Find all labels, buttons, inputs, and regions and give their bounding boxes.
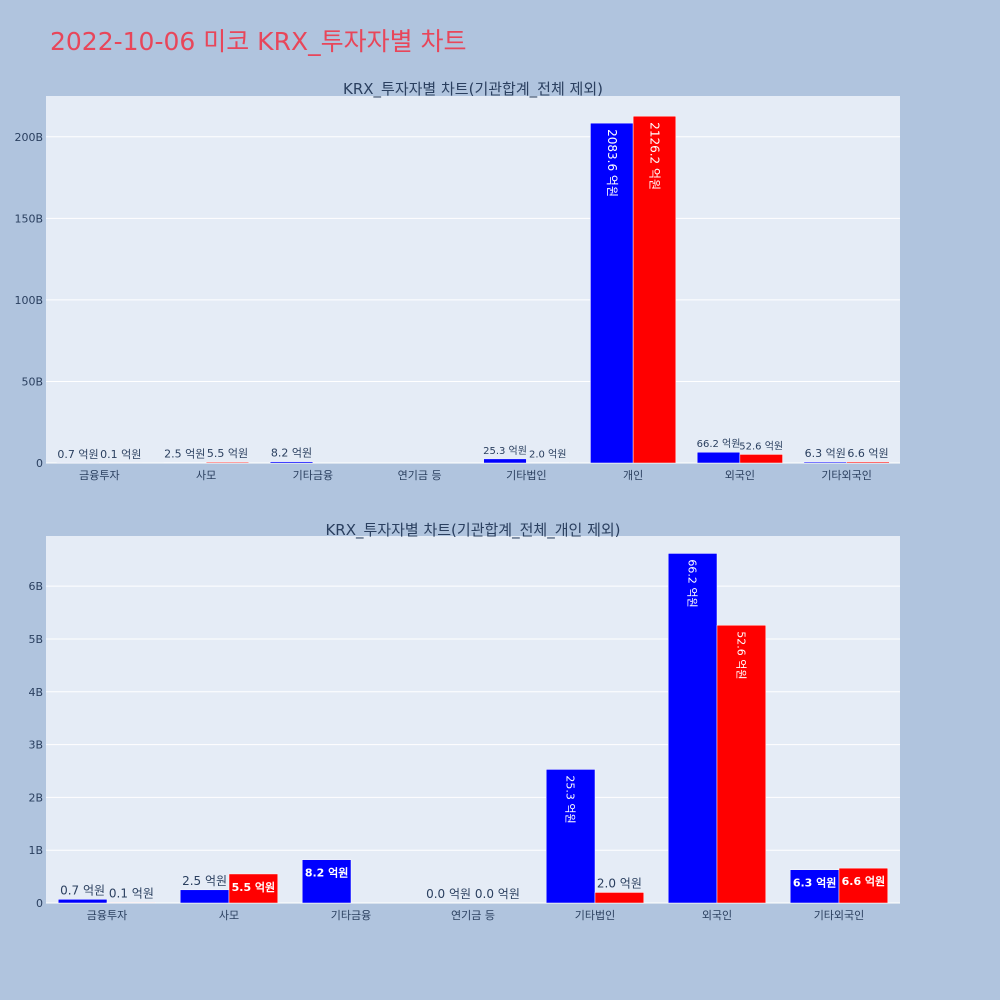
bar (269, 461, 314, 464)
data-label: 2126.2 억원 (647, 122, 661, 190)
y-tick-label: 4B (28, 686, 43, 699)
plot-area (46, 96, 900, 463)
bar (205, 461, 250, 464)
data-label: 6.6 억원 (847, 447, 888, 460)
x-tick-label: 기타외국인 (814, 909, 865, 922)
bar (57, 899, 108, 904)
x-tick-label: 사모 (219, 909, 239, 922)
data-label: 2.0 억원 (597, 876, 642, 890)
bar (179, 889, 230, 904)
data-label: 2.5 억원 (164, 448, 205, 461)
bar (716, 624, 767, 904)
y-tick-label: 2B (28, 791, 43, 804)
data-label: 6.3 억원 (793, 876, 837, 890)
chart-bottom: 0 1B 2B 3B 4B 5B 6B KRX_투자자별 차트(기관합계_전체_개인 제외) 금… (28, 521, 900, 922)
data-label: 0.0 억원 (475, 887, 520, 901)
chart-title: KRX_투자자별 차트(기관합계_전체 제외) (343, 80, 603, 99)
bar (803, 461, 847, 464)
bar (545, 769, 596, 904)
y-tick-label: 150B (14, 212, 43, 225)
x-tick-label: 외국인 (725, 469, 755, 482)
x-tick-label: 연기금 등 (451, 909, 495, 922)
y-tick-label: 50B (21, 375, 43, 388)
data-label: 8.2 억원 (271, 447, 312, 460)
y-tick-label: 3B (28, 739, 43, 752)
x-tick-label: 기타법인 (506, 469, 546, 482)
x-tick-label: 기타금융 (293, 469, 333, 482)
data-label: 0.1 억원 (100, 448, 141, 461)
x-tick-label: 기타외국인 (821, 469, 872, 482)
bar (846, 461, 890, 464)
y-tick-label: 1B (28, 844, 43, 857)
y-tick-label: 0 (36, 457, 43, 470)
bar (739, 454, 783, 464)
data-label: 2083.6 억원 (605, 129, 619, 197)
data-label: 2.0 억원 (529, 449, 566, 461)
y-tick-label: 200B (14, 131, 43, 144)
bar (483, 458, 527, 464)
data-label: 5.5 억원 (207, 447, 248, 460)
y-tick-label: 0 (36, 897, 43, 910)
bar (789, 869, 840, 904)
data-label: 5.5 억원 (232, 880, 276, 894)
data-label: 66.2 억원 (697, 438, 741, 450)
x-tick-label: 연기금 등 (398, 469, 442, 482)
x-tick-label: 개인 (623, 469, 643, 482)
x-tick-label: 금융투자 (79, 469, 119, 482)
bar (590, 122, 634, 464)
bar (696, 451, 741, 464)
data-label: 52.6 억원 (734, 631, 747, 679)
data-label: 8.2 억원 (305, 866, 349, 880)
x-tick-label: 금융투자 (87, 909, 127, 922)
bar (667, 553, 718, 904)
data-label: 6.6 억원 (842, 874, 886, 888)
data-label: 25.3 억원 (564, 775, 577, 823)
bar (301, 859, 352, 904)
x-tick-label: 사모 (196, 469, 216, 482)
x-tick-label: 기타금융 (331, 909, 371, 922)
chart-top: 0 50B 100B 150B 200B KRX_투자자별 차트(기관합계_전체 제외) 금… (14, 80, 900, 482)
data-label: 0.0 억원 (426, 887, 471, 901)
y-tick-label: 100B (14, 294, 43, 307)
x-tick-label: 외국인 (702, 909, 732, 922)
data-label: 66.2 억원 (686, 559, 699, 607)
bar (228, 873, 279, 904)
data-label: 52.6 억원 (739, 440, 783, 452)
bar (632, 115, 677, 464)
bar (838, 867, 889, 904)
page-title: 2022-10-06 미코 KRX_투자자별 차트 (50, 27, 467, 56)
chart-title: KRX_투자자별 차트(기관합계_전체_개인 제외) (325, 521, 620, 540)
data-label: 2.5 억원 (182, 874, 227, 888)
y-tick-label: 5B (28, 633, 43, 646)
data-label: 25.3 억원 (483, 445, 527, 457)
y-tick-label: 6B (28, 580, 43, 593)
data-label: 0.7 억원 (60, 883, 105, 897)
data-label: 6.3 억원 (805, 447, 846, 460)
bar (594, 892, 645, 904)
x-tick-label: 기타법인 (575, 909, 615, 922)
data-label: 0.7 억원 (57, 448, 98, 461)
data-label: 0.1 억원 (109, 886, 154, 900)
plot-area (46, 536, 900, 903)
bar (106, 902, 157, 904)
